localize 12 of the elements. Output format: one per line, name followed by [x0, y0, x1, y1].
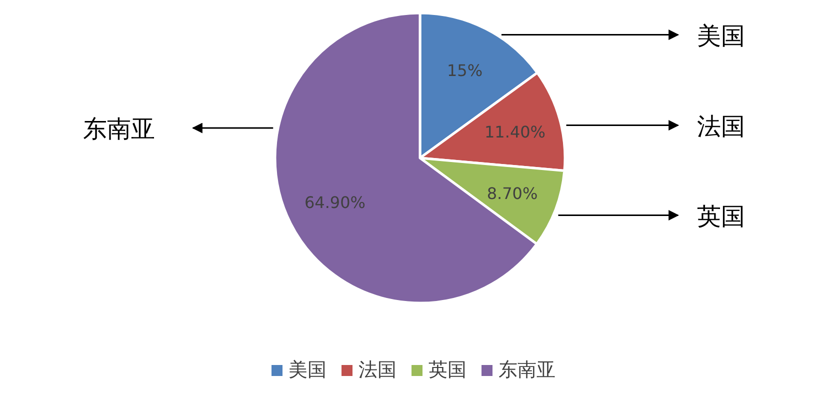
slice-label: 东南亚	[83, 116, 155, 143]
data-label: 64.90%	[304, 193, 366, 212]
legend-label: 英国	[428, 360, 466, 381]
data-label: 11.40%	[484, 122, 546, 142]
slice-label: 英国	[697, 204, 745, 230]
legend-label: 法国	[358, 360, 396, 381]
data-label: 15%	[446, 61, 483, 80]
legend-label: 美国	[288, 359, 326, 381]
slice-label: 美国	[697, 22, 745, 50]
legend-label: 东南亚	[498, 360, 556, 381]
data-label: 8.70%	[486, 184, 538, 203]
slice-label: 法国	[697, 114, 745, 140]
